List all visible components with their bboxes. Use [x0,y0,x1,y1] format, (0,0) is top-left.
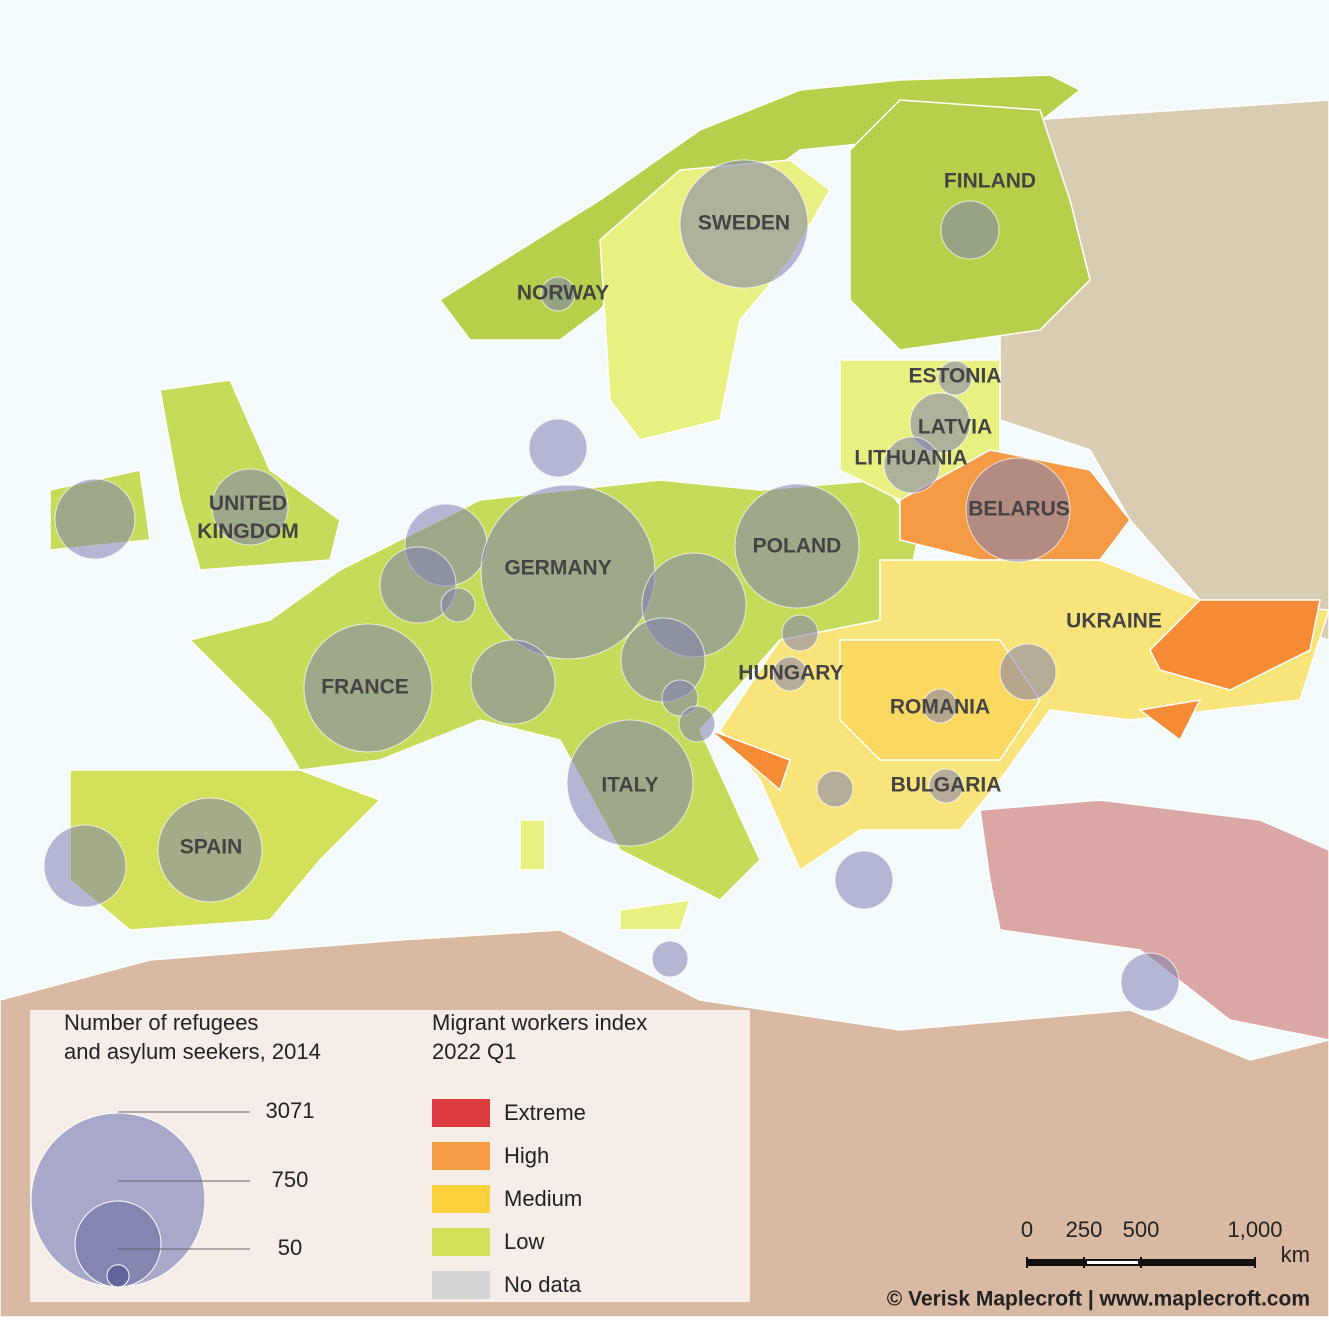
index-legend-title: Migrant workers index 2022 Q1 [432,1010,647,1064]
legend-swatch [432,1228,490,1256]
bubble [440,587,476,623]
scale-label: 0 [1021,1217,1033,1242]
bubble [816,770,854,808]
bubble [734,483,860,609]
bubble-legend-title: Number of refugees and asylum seekers, 20… [64,1010,321,1064]
legend-bubble-label: 750 [272,1167,309,1192]
bubble [781,614,819,652]
bubble [883,436,941,494]
country-label: ITALY [601,774,658,797]
bubble [679,159,809,289]
bubble [678,705,716,743]
bubble [909,392,971,454]
country-label: SWEDEN [698,212,790,235]
bubble [937,360,973,396]
bubble [834,850,894,910]
scale-gap [1087,1261,1138,1264]
legend-label: Medium [504,1186,582,1211]
bubble [43,824,127,908]
scale-unit: km [1281,1242,1310,1267]
scale-label: 1,000 [1227,1217,1282,1242]
legend-label: No data [504,1272,582,1297]
bubbles [43,159,1180,1012]
bubble [922,688,958,724]
bubble [379,546,457,624]
country-label: HUNGARY [738,662,843,685]
bubble [540,276,576,312]
bubble [651,940,689,978]
legend-swatch [432,1185,490,1213]
country-label: ESTONIA [909,365,1002,388]
country-label: UNITED KINGDOM [197,492,299,543]
legend-label: High [504,1143,549,1168]
country-label: ROMANIA [890,696,990,719]
bubble [54,478,136,560]
bubble [999,643,1057,701]
legend-bubble [106,1264,130,1288]
country-label: LITHUANIA [854,447,967,470]
legend-label: Extreme [504,1100,586,1125]
bubble [528,418,588,478]
country-label: GERMANY [504,557,611,580]
country-label: FINLAND [944,170,1036,193]
bubble [965,457,1071,563]
country-label: BULGARIA [891,774,1002,797]
legend-swatch [432,1142,490,1170]
credit: © Verisk Maplecroft | www.maplecroft.com [887,1288,1310,1311]
legend: 3071 750 50 Extreme High Medium Low No data [30,1098,586,1299]
country-label: SPAIN [180,836,243,859]
legend-bubble-label: 50 [278,1235,302,1260]
country-label: LATVIA [918,416,992,439]
country-label: NORWAY [517,282,609,305]
country-label: UKRAINE [1066,610,1162,633]
bubble [940,200,1000,260]
bubble [470,639,556,725]
bubble [772,656,808,692]
legend-swatch [432,1099,490,1127]
bubble [157,797,263,903]
bubble [1120,952,1180,1012]
scale-label: 250 [1066,1217,1103,1242]
scale-label: 500 [1123,1217,1160,1242]
legend-label: Low [504,1229,544,1254]
bubble [303,623,433,753]
bubble [661,679,699,717]
country-label: FRANCE [321,676,409,699]
bubble [211,468,289,546]
bubble [566,719,694,847]
legend-bubble-label: 3071 [266,1098,315,1123]
bubble [928,768,964,804]
country-label: POLAND [753,535,842,558]
country-label: BELARUS [968,498,1070,521]
country-labels: SWEDEN FINLAND NORWAY ESTONIA LATVIA LITHUANI… [180,170,1162,859]
legend-swatch [432,1271,490,1299]
